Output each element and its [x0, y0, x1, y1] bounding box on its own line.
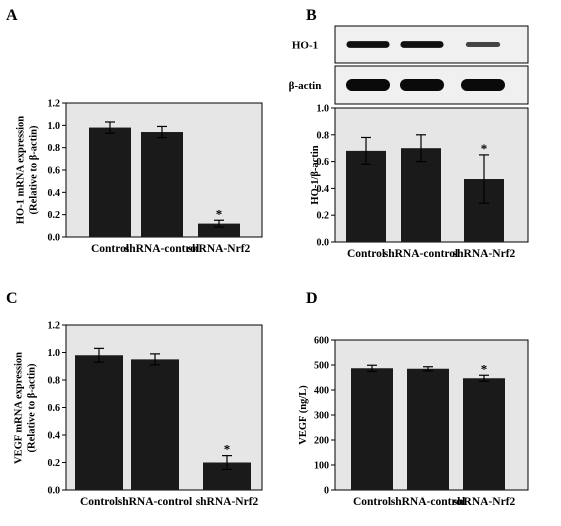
- y-tick-label-c: 0.0: [48, 486, 61, 497]
- bar-b-2: [401, 148, 441, 242]
- bar-d-2: [407, 368, 449, 490]
- x-tick-label-c: shRNA-control: [118, 496, 193, 508]
- blot-band-1-3: [465, 41, 501, 48]
- y-tick-label-d: 300: [314, 411, 329, 422]
- x-tick-label-a: shRNA-control: [125, 243, 200, 255]
- bar-a-1: [89, 127, 131, 237]
- y-tick-label-a: 0.4: [48, 188, 61, 199]
- bar-a-3: [198, 223, 240, 237]
- y-tick-label-a: 0.8: [48, 143, 61, 154]
- bar-d-1: [351, 368, 393, 490]
- significance-marker-a: *: [216, 206, 223, 221]
- x-tick-label-b: shRNA-control: [384, 248, 459, 260]
- bar-b-1: [346, 150, 386, 242]
- x-tick-label-d: Control: [353, 496, 391, 508]
- y-tick-label-c: 0.8: [48, 376, 61, 387]
- y-tick-label-d: 100: [314, 461, 329, 472]
- y-tick-label-d: 200: [314, 436, 329, 447]
- y-tick-label-a: 0.0: [48, 233, 61, 244]
- y-tick-label-c: 1.0: [48, 348, 61, 359]
- y-tick-label-b: 0.6: [317, 157, 330, 168]
- x-tick-label-d: shRNA-Nrf2: [453, 496, 516, 508]
- blot-band-2-1: [346, 79, 390, 91]
- y-tick-label-a: 0.6: [48, 166, 61, 177]
- significance-marker-d: *: [481, 361, 488, 376]
- y-tick-label-b: 0.2: [317, 211, 330, 222]
- chart-vegf-mrna: 0.0 0.2 0.4 0.6 0.8 1.0 1.2 Control shRNA-contro…: [14, 321, 263, 508]
- bar-c-2: [131, 359, 179, 490]
- x-tick-label-b: Control: [347, 248, 385, 260]
- panel-letter-a: A: [6, 7, 18, 24]
- panel-letter-d: D: [306, 290, 318, 307]
- y-tick-label-a: 1.2: [48, 99, 61, 110]
- bar-c-1: [75, 355, 123, 490]
- y-tick-label-a: 1.0: [48, 121, 61, 132]
- blot-label-1: HO-1: [292, 40, 318, 52]
- y-axis-label-a: HO-1 mRNA expression (Relative to β-actin…: [16, 116, 40, 224]
- x-tick-label-a: shRNA-Nrf2: [188, 243, 251, 255]
- y-axis-label-d: VEGF (ng/L): [298, 385, 309, 445]
- y-tick-label-c: 1.2: [48, 321, 61, 332]
- significance-marker-c: *: [224, 442, 231, 457]
- blot-band-2-2: [400, 79, 444, 91]
- chart-ho1-mrna: 0.0 0.2 0.4 0.6 0.8 1.0 1.2 ControlshRNA-contro…: [16, 99, 263, 255]
- y-tick-label-c: 0.6: [48, 403, 61, 414]
- y-tick-label-d: 500: [314, 361, 329, 372]
- blot-band-1-1: [346, 41, 390, 48]
- y-tick-label-d: 600: [314, 336, 329, 347]
- x-tick-label-a: Control: [91, 243, 129, 255]
- x-tick-label-c: Control: [80, 496, 118, 508]
- x-tick-label-b: shRNA-Nrf2: [453, 248, 516, 260]
- bar-d-3: [463, 378, 505, 490]
- y-axis-label-b: HO-1/β-actin: [310, 145, 321, 204]
- y-tick-label-b: 0.0: [317, 238, 330, 249]
- y-tick-label-c: 0.4: [48, 431, 61, 442]
- panel-letter-c: C: [6, 290, 18, 307]
- significance-marker-b: *: [481, 141, 488, 156]
- y-tick-label-d: 0: [324, 486, 329, 497]
- y-tick-label-a: 0.2: [48, 210, 61, 221]
- y-tick-label-c: 0.2: [48, 458, 61, 469]
- y-tick-label-b: 0.4: [317, 184, 330, 195]
- x-tick-label-d: shRNA-control: [391, 496, 466, 508]
- blot-band-1-2: [400, 41, 444, 48]
- bar-a-2: [141, 132, 183, 237]
- blot-label-2: β-actin: [289, 80, 322, 92]
- y-tick-label-d: 400: [314, 386, 329, 397]
- western-blot: HO-1 β-actin: [289, 25, 529, 105]
- y-tick-label-b: 1.0: [317, 104, 330, 115]
- y-tick-label-b: 0.8: [317, 130, 330, 141]
- x-tick-label-c: shRNA-Nrf2: [196, 496, 259, 508]
- panel-letter-b: B: [306, 7, 317, 24]
- blot-band-2-3: [461, 79, 505, 91]
- chart-vegf-elisa: 0 100 200 300 400 500 600 Control shRNA-control *…: [298, 336, 529, 508]
- y-axis-label-c: VEGF mRNA expression (Relative to β-actin…: [14, 352, 38, 464]
